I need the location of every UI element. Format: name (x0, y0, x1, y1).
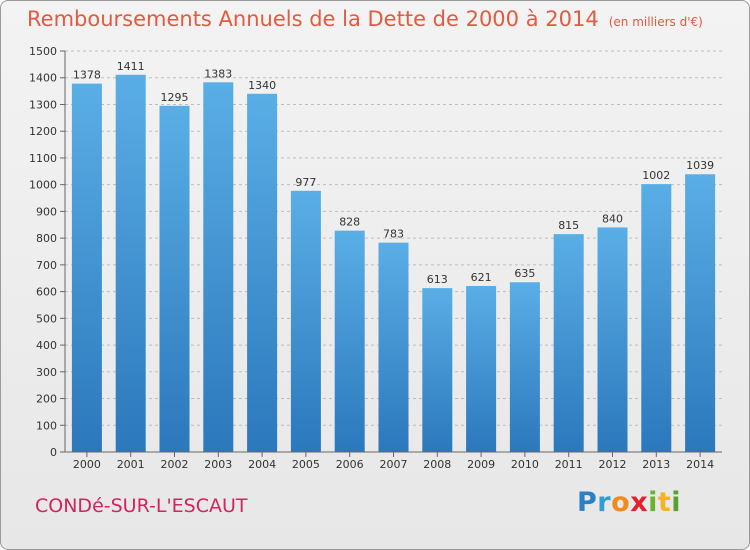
y-tick-label: 1400 (29, 72, 57, 85)
bar (553, 234, 584, 452)
data-label: 621 (471, 271, 492, 284)
y-tick-label: 300 (36, 366, 57, 379)
y-tick-label: 700 (36, 259, 57, 272)
data-label: 1411 (117, 60, 145, 73)
bar (641, 184, 672, 452)
y-tick-label: 1300 (29, 98, 57, 111)
y-tick-label: 600 (36, 286, 57, 299)
logo-letter: r (597, 487, 612, 518)
unit-note: (en milliers d'€) (608, 15, 703, 29)
data-label: 1295 (161, 91, 189, 104)
x-tick-label: 2006 (336, 458, 364, 471)
x-tick-label: 2008 (423, 458, 451, 471)
data-label: 613 (427, 273, 448, 286)
data-label: 1002 (642, 169, 670, 182)
bar (597, 227, 628, 452)
y-tick-label: 1000 (29, 179, 57, 192)
bar (378, 242, 409, 452)
chart-title: Remboursements Annuels de la Dette de 20… (27, 7, 703, 31)
bar (466, 285, 497, 452)
axis-layer: 0 100 200 300 400 500 600 700 800 900 1000 1100 1200… (29, 45, 722, 471)
x-tick-label: 2000 (73, 458, 101, 471)
data-label: 783 (383, 228, 404, 241)
bars-layer: 1378 1411 1295 1383 1340 977 828 783 613 621 635 81… (71, 60, 716, 453)
data-label: 635 (514, 267, 535, 280)
bar (290, 190, 321, 452)
x-tick-label: 2004 (248, 458, 276, 471)
y-tick-label: 500 (36, 312, 57, 325)
y-tick-label: 800 (36, 232, 57, 245)
logo-letter: P (577, 487, 598, 518)
y-tick-label: 100 (36, 419, 57, 432)
data-label: 1378 (73, 69, 101, 82)
proxiti-logo[interactable]: Proxiti (577, 487, 681, 518)
logo-letter: o (611, 487, 631, 518)
data-label: 840 (602, 212, 623, 225)
logo-letter: t (657, 487, 672, 518)
bar (247, 93, 278, 453)
x-tick-label: 2005 (292, 458, 320, 471)
y-tick-label: 900 (36, 205, 57, 218)
data-label: 1340 (248, 79, 276, 92)
y-tick-label: 0 (50, 446, 57, 459)
x-tick-label: 2012 (599, 458, 627, 471)
place-name: CONDé-SUR-L'ESCAUT (35, 495, 248, 517)
chart-title-text: Remboursements Annuels de la Dette de 20… (27, 7, 599, 31)
bar (422, 288, 453, 452)
x-tick-label: 2007 (380, 458, 408, 471)
x-tick-label: 2013 (642, 458, 670, 471)
bar (509, 282, 540, 452)
logo-letter: i (648, 487, 658, 518)
x-tick-label: 2010 (511, 458, 539, 471)
bar (71, 83, 102, 452)
x-tick-label: 2001 (117, 458, 145, 471)
x-tick-label: 2011 (555, 458, 583, 471)
bar (685, 174, 716, 452)
data-label: 828 (339, 216, 360, 229)
y-tick-label: 1100 (29, 152, 57, 165)
data-label: 1039 (686, 159, 714, 172)
x-tick-label: 2002 (161, 458, 189, 471)
y-tick-label: 1500 (29, 45, 57, 58)
data-label: 1383 (204, 67, 232, 80)
logo-letter: i (671, 487, 682, 518)
bar (115, 74, 146, 452)
logo-letter: x (630, 487, 649, 518)
x-tick-label: 2014 (686, 458, 714, 471)
data-label: 977 (295, 176, 316, 189)
y-tick-label: 1200 (29, 125, 57, 138)
y-tick-label: 400 (36, 339, 57, 352)
y-tick-label: 200 (36, 393, 57, 406)
bar (203, 82, 234, 452)
data-label: 815 (558, 219, 579, 232)
x-tick-label: 2003 (204, 458, 232, 471)
x-tick-label: 2009 (467, 458, 495, 471)
bar (159, 105, 190, 452)
bar (334, 230, 365, 452)
